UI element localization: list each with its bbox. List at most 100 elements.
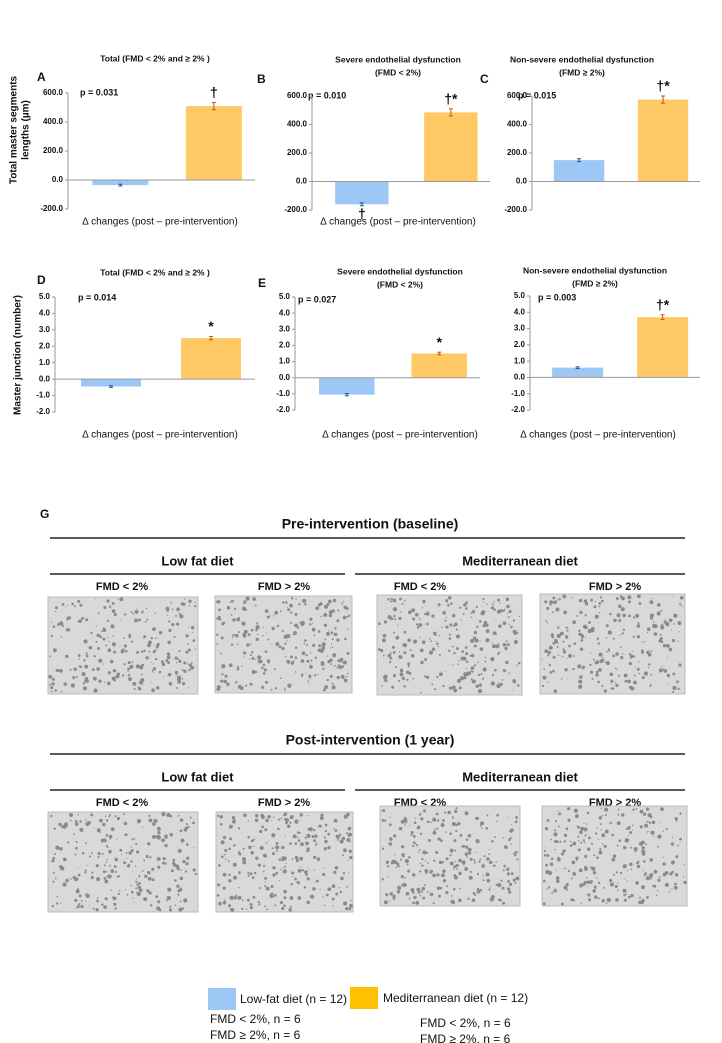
y-axis-label: Total master segments bbox=[9, 75, 20, 184]
micrograph-cells bbox=[542, 807, 687, 906]
y-tick-label: 0.0 bbox=[296, 177, 308, 186]
error-bar bbox=[344, 393, 349, 397]
chart-title: Non-severe endothelial dysfunction bbox=[523, 265, 667, 275]
group-title: Low fat diet bbox=[161, 769, 234, 784]
group-title: Mediterranean diet bbox=[462, 769, 578, 784]
y-tick-label: 400.0 bbox=[287, 120, 308, 129]
significance-label: †* bbox=[656, 78, 670, 94]
y-tick-label: 2.0 bbox=[39, 341, 51, 350]
bar bbox=[92, 180, 149, 186]
bar bbox=[637, 317, 689, 378]
y-tick-label: -1.0 bbox=[511, 389, 525, 398]
error-bar bbox=[660, 314, 665, 321]
group-title: Mediterranean diet bbox=[462, 553, 578, 568]
legend-detail: FMD < 2%, n = 6 bbox=[210, 1012, 301, 1026]
micrograph bbox=[47, 811, 199, 913]
y-tick-label: 400.0 bbox=[43, 117, 64, 126]
annotation: p = 0.010 bbox=[308, 90, 346, 100]
annotation: p = 0.015 bbox=[518, 90, 556, 100]
panel-letter: C bbox=[480, 72, 489, 86]
error-bar bbox=[448, 108, 453, 117]
significance-label: * bbox=[208, 318, 214, 334]
legend-detail: FMD < 2%, n = 6 bbox=[420, 1016, 511, 1030]
panel-letter: B bbox=[257, 72, 266, 86]
legend-detail: FMD ≥ 2%, n = 6 bbox=[420, 1032, 511, 1043]
y-tick-label: 600.0 bbox=[43, 88, 64, 97]
error-bar bbox=[209, 335, 213, 341]
image-label: FMD > 2% bbox=[258, 581, 310, 593]
panel-letter: G bbox=[40, 507, 49, 521]
error-bar bbox=[437, 351, 442, 356]
micrograph-cells bbox=[378, 596, 521, 694]
chart-title: (FMD < 2%) bbox=[375, 67, 421, 77]
bar bbox=[81, 379, 141, 387]
y-tick-label: 200.0 bbox=[507, 148, 528, 157]
y-tick-label: -2.0 bbox=[276, 405, 290, 414]
x-axis-label: Δ changes (post – pre-intervention) bbox=[82, 217, 238, 228]
bar bbox=[424, 112, 478, 182]
image-label: FMD > 2% bbox=[589, 581, 641, 593]
micrograph-cells bbox=[381, 807, 520, 905]
chart-title: (FMD ≥ 2%) bbox=[559, 67, 605, 77]
legend-detail: FMD ≥ 2%, n = 6 bbox=[210, 1028, 301, 1042]
significance-label: † bbox=[210, 84, 218, 100]
y-tick-label: 4.0 bbox=[514, 307, 526, 316]
chart-title: Total (FMD < 2% and ≥ 2% ) bbox=[100, 53, 210, 63]
annotation: p = 0.014 bbox=[78, 292, 116, 302]
significance-label: †* bbox=[444, 91, 458, 107]
error-bar bbox=[211, 101, 216, 111]
y-tick-label: 2.0 bbox=[279, 341, 291, 350]
bar bbox=[185, 106, 242, 180]
bar bbox=[553, 160, 605, 182]
y-tick-label: 0.0 bbox=[516, 177, 528, 186]
x-axis-label: Δ changes (post – pre-intervention) bbox=[82, 430, 238, 441]
annotation: p = 0.031 bbox=[80, 87, 118, 97]
y-tick-label: 400.0 bbox=[507, 120, 528, 129]
chart-title: Severe endothelial dysfunction bbox=[337, 266, 463, 276]
y-tick-label: 200.0 bbox=[287, 148, 308, 157]
image-label: FMD > 2% bbox=[258, 797, 310, 809]
error-bar bbox=[359, 202, 364, 207]
y-tick-label: -200.0 bbox=[284, 205, 307, 214]
bar bbox=[552, 367, 604, 378]
y-tick-label: 3.0 bbox=[279, 324, 291, 333]
y-tick-label: 200.0 bbox=[43, 146, 64, 155]
micrograph-cells bbox=[216, 812, 353, 912]
x-axis-label: Δ changes (post – pre-intervention) bbox=[520, 430, 676, 441]
y-tick-label: 1.0 bbox=[514, 356, 526, 365]
error-bar bbox=[661, 95, 666, 104]
y-tick-label: 0.0 bbox=[514, 373, 526, 382]
y-tick-label: -1.0 bbox=[36, 391, 50, 400]
legend-swatch bbox=[208, 988, 236, 1010]
y-tick-label: -200.0 bbox=[504, 205, 527, 214]
y-tick-label: 3.0 bbox=[39, 325, 51, 334]
legend-swatch bbox=[350, 987, 378, 1009]
y-axis-label: lengths (µm) bbox=[21, 100, 32, 160]
y-tick-label: -2.0 bbox=[511, 405, 525, 414]
error-bar bbox=[575, 366, 580, 369]
chart-title: Severe endothelial dysfunction bbox=[335, 54, 461, 64]
significance-label: * bbox=[437, 334, 443, 350]
chart-title: (FMD ≥ 2%) bbox=[572, 278, 618, 288]
y-tick-label: 0.0 bbox=[279, 373, 291, 382]
panel-letter: D bbox=[37, 273, 46, 287]
micrograph bbox=[47, 596, 199, 695]
bar bbox=[181, 338, 241, 380]
y-tick-label: -1.0 bbox=[276, 389, 290, 398]
y-tick-label: 5.0 bbox=[279, 292, 291, 301]
y-tick-label: 2.0 bbox=[514, 340, 526, 349]
error-bar bbox=[118, 183, 123, 187]
y-tick-label: 0.0 bbox=[39, 374, 51, 383]
micrograph-cells bbox=[541, 594, 684, 693]
chart-title: Total (FMD < 2% and ≥ 2% ) bbox=[100, 267, 210, 277]
legend-label: Mediterranean diet (n = 12) bbox=[383, 991, 528, 1005]
panel-letter: E bbox=[258, 276, 266, 290]
bar bbox=[335, 181, 389, 205]
bar bbox=[319, 377, 375, 395]
image-label: FMD < 2% bbox=[96, 581, 148, 593]
error-bar bbox=[109, 385, 113, 388]
y-tick-label: 5.0 bbox=[514, 291, 526, 300]
micrograph-cells bbox=[50, 812, 197, 912]
y-tick-label: -200.0 bbox=[40, 204, 63, 213]
chart-title: Non-severe endothelial dysfunction bbox=[510, 54, 654, 64]
